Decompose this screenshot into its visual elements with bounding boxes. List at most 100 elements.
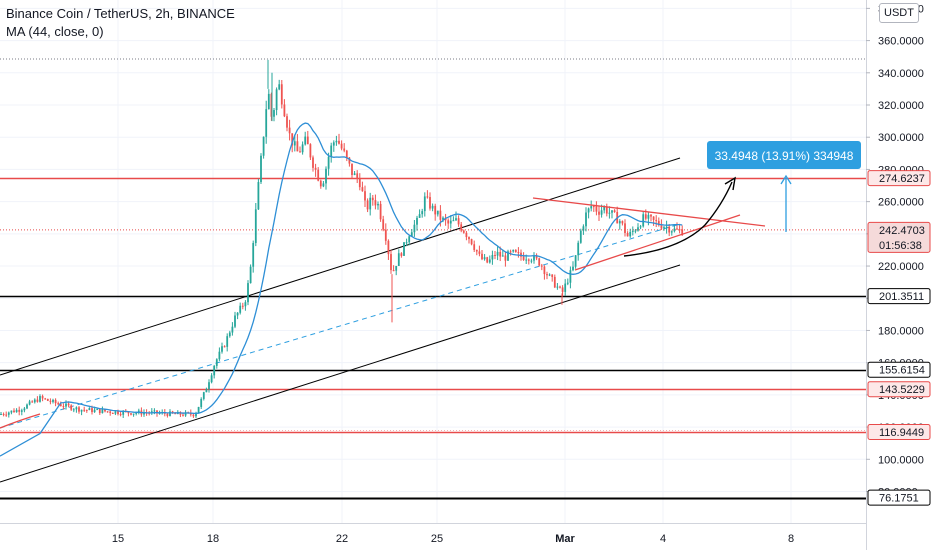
indicator-label[interactable]: MA (44, close, 0): [6, 24, 104, 39]
candle-body: [309, 144, 312, 158]
candle-body: [434, 205, 437, 215]
candle-body: [5, 414, 8, 416]
symbol-title[interactable]: Binance Coin / TetherUS, 2h, BINANCE: [6, 6, 235, 21]
candle-body: [91, 408, 93, 413]
candle-body: [80, 409, 83, 412]
candle-body: [603, 207, 606, 211]
candle-body: [382, 219, 385, 230]
candle-body: [348, 157, 351, 164]
candle-body: [319, 180, 322, 187]
time-tick-label: 22: [336, 533, 348, 545]
candle-body: [247, 283, 249, 303]
candle-body: [228, 332, 231, 337]
candle-body: [356, 173, 359, 179]
candle-body: [449, 220, 452, 224]
candle-body: [26, 404, 28, 409]
chart-legend: Binance Coin / TetherUS, 2h, BINANCE MA …: [6, 5, 235, 41]
time-tick-label: 15: [112, 533, 124, 545]
candle-body: [96, 409, 99, 411]
candle-body: [312, 157, 314, 168]
candle-body: [397, 253, 400, 266]
time-tick-label: 25: [431, 533, 443, 545]
candle-body: [465, 232, 468, 238]
candle-body: [62, 406, 65, 408]
candle-body: [314, 167, 317, 170]
candle-body: [361, 187, 364, 192]
candle-body: [501, 255, 504, 257]
price-label-text: 201.3511: [879, 291, 924, 303]
candle-body: [273, 110, 275, 117]
price-label-text: 116.9449: [879, 427, 924, 439]
early-support-curve: [0, 413, 41, 429]
candle-body: [184, 412, 187, 416]
candle-body: [608, 212, 611, 214]
candle-body: [104, 409, 106, 412]
candle-body: [202, 392, 205, 399]
candle-body: [426, 196, 429, 198]
candle-body: [109, 411, 112, 413]
candle-body: [535, 255, 538, 259]
candle-body: [478, 251, 481, 254]
candle-body: [208, 382, 210, 390]
price-tick-label: 320.0000: [878, 100, 924, 112]
candle-body: [618, 221, 621, 224]
candle-body: [585, 212, 587, 227]
candle-body: [85, 409, 88, 411]
price-axis[interactable]: 380.0000360.0000340.0000320.0000300.0000…: [866, 0, 932, 550]
countdown-text: 01:56:38: [879, 240, 922, 252]
candle-body: [626, 232, 629, 237]
channel-lower-line: [0, 264, 681, 483]
candle-body: [613, 210, 616, 213]
time-axis[interactable]: 15 18 22 25 Mar 4 8: [0, 523, 866, 550]
candle-body: [304, 136, 307, 145]
time-tick-label: 18: [207, 533, 219, 545]
candle-body: [592, 206, 595, 208]
candle-body: [226, 336, 229, 347]
candle-body: [488, 259, 491, 263]
time-tick-label: 4: [660, 533, 666, 545]
candle-body: [75, 407, 78, 410]
price-tick-label: 220.0000: [878, 261, 924, 273]
grid-lines: [0, 0, 866, 523]
candle-body: [611, 210, 613, 213]
pennant-lower-line: [574, 214, 741, 271]
candle-body: [117, 411, 119, 415]
candle-body: [543, 266, 546, 275]
measure-box: [707, 141, 861, 169]
candle-body: [44, 398, 47, 400]
price-axis-bg: [866, 0, 932, 550]
candle-body: [387, 240, 390, 255]
candle-body: [540, 265, 543, 267]
candle-body: [280, 84, 283, 105]
candle-body: [265, 109, 268, 137]
candle-body: [0, 414, 2, 416]
candle-body: [93, 409, 96, 413]
currency-button[interactable]: USDT: [879, 3, 919, 23]
candle-body: [587, 208, 590, 213]
candle-body: [23, 408, 26, 411]
candle-body: [65, 403, 67, 407]
channel-upper-line: [0, 157, 681, 376]
candle-body: [400, 253, 403, 256]
candle-body: [322, 183, 325, 187]
candle-body: [384, 229, 387, 241]
candle-body: [408, 236, 411, 243]
candle-body: [358, 178, 361, 188]
candle-body: [668, 226, 671, 233]
candle-body: [395, 265, 398, 271]
candle-body: [579, 230, 582, 243]
candle-body: [504, 255, 507, 261]
candle-body: [447, 220, 450, 224]
candle-body: [460, 224, 463, 231]
candle-body: [569, 270, 572, 283]
candle-body: [590, 206, 593, 209]
candle-body: [192, 414, 195, 417]
candle-body: [572, 266, 574, 271]
candle-body: [345, 150, 348, 158]
candle-body: [439, 210, 442, 220]
price-label-box: [867, 221, 931, 253]
candle-body: [561, 287, 564, 292]
candle-body: [293, 141, 296, 146]
price-label-text: 76.1751: [879, 493, 919, 505]
